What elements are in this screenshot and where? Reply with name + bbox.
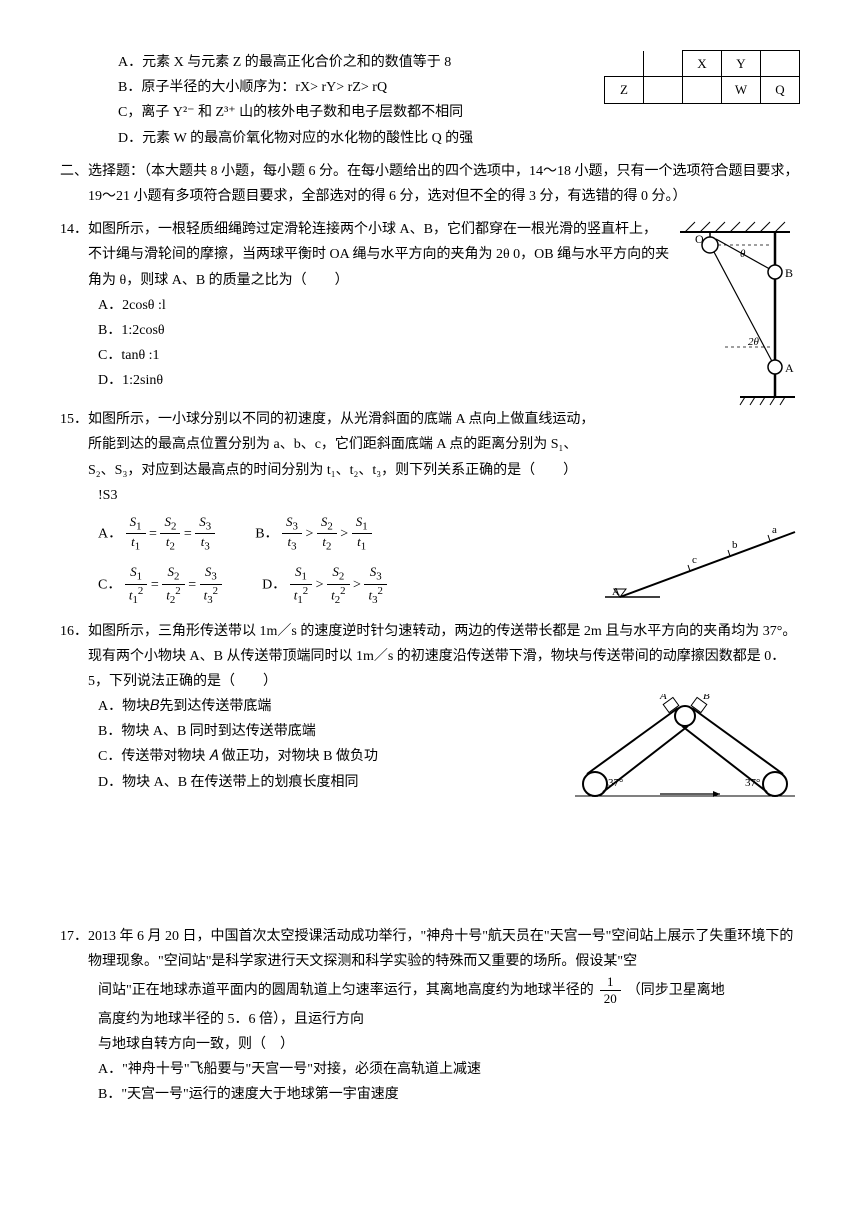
q13-optA: A．元素 X 与元素 Z 的最高正化合价之和的数值等于 8 [60,50,594,75]
cell-W: W [722,77,761,103]
cell-Z: Z [605,77,644,103]
q16-num: 16． [60,619,88,695]
label-a: a [772,524,777,536]
q16-block: 16． 如图所示，三角形传送带以 1m／s 的速度逆时针匀速转动，两边的传送带长… [60,619,800,805]
q16-figure: A B 37° 37° [570,694,800,804]
q13-optC: C，离子 Y²⁻ 和 Z³⁺ 山的核外电子数和电子层数都不相同 [60,100,594,125]
label-ang-L: 37° [608,777,623,789]
section-II-header: 二、选择题：（本大题共 8 小题，每小题 6 分。在每小题给出的四个选项中，14… [60,159,800,209]
label-A16: A [659,694,667,702]
q15-block: 15． 如图所示，一小球分别以不同的初速度，从光滑斜面的底端 A 点向上做直线运… [60,407,800,606]
q15-num: 15． [60,407,88,483]
label-B16: B [703,694,710,702]
q15-optB: B． S3t3 > S2t2 > S1t1 [255,514,371,554]
q17-stem-p2: 间站"正在地球赤道平面内的圆周轨道上匀速率运行，其离地高度约为地球半径的 1 2… [60,974,800,1006]
q15-optA: A． S1t1 = S2t2 = S3t3 [98,514,215,554]
label-A: A [785,361,794,375]
q15-optD: D． S1t12 > S2t22 > S3t32 [262,564,387,606]
frac-num: 1 [600,974,621,991]
q15-figure: A c b a [600,517,800,607]
q17-stem-p1: 2013 年 6 月 20 日，中国首次太空授课活动成功举行，"神舟十号"航天员… [88,924,800,974]
q13-periodic-table: X Y Z W Q [594,50,800,104]
q13-optB: B．原子半径的大小顺序为：rX> rY> rZ> rQ [60,75,594,100]
q13-optD: D．元素 W 的最高价氧化物对应的水化物的酸性比 Q 的强 [60,126,594,151]
q16-optC: C．传送带对物块 𝐴 做正功，对物块 B 做负功 [60,744,570,769]
label-2theta: 2θ [748,336,760,348]
label-ang-R: 37° [745,777,760,789]
label-c: c [692,554,697,566]
cell-X: X [683,51,722,77]
q17-num: 17． [60,924,88,974]
cell-Q: Q [761,77,800,103]
q15-stem: 如图所示，一小球分别以不同的初速度，从光滑斜面的底端 A 点向上做直线运动，所能… [88,407,600,483]
q17-optB: B．"天宫一号"运行的速度大于地球第一宇宙速度 [60,1082,800,1107]
label-b: b [732,539,738,551]
q16-optD: D．物块 A、B 在传送带上的划痕长度相同 [60,770,570,795]
q14-block: 14． 如图所示，一根轻质细绳跨过定滑轮连接两个小球 A、B，它们都穿在一根光滑… [60,217,800,407]
label-theta: θ [740,248,746,260]
q14-figure: O B A θ 2θ [670,217,800,407]
label-O: O [695,232,704,246]
q16-optB: B．物块 A、B 同时到达传送带底端 [60,719,570,744]
q14-num: 14． [60,217,88,293]
q16-optA: A．物块𝐵先到达传送带底端 [60,694,570,719]
cell-Y: Y [722,51,761,77]
q14-optB: B．1:2cosθ [98,318,355,343]
q14-optA: A．2cosθ :l [98,293,355,318]
q17-stem-p4: 与地球自转方向一致，则（ ） [60,1032,800,1057]
q17-optA: A．"神舟十号"飞船要与"天宫一号"对接，必须在高轨道上减速 [60,1057,800,1082]
q17-stem-p3: 高度约为地球半径的 5．6 倍），且运行方向 [60,1007,800,1032]
q14-stem: 如图所示，一根轻质细绳跨过定滑轮连接两个小球 A、B，它们都穿在一根光滑的竖直杆… [88,217,670,293]
q14-optD: D．1:2sinθ [98,368,355,393]
label-B: B [785,266,793,280]
q15-note: !S3 [60,483,600,508]
blank-space [60,804,800,924]
q17-block: 17． 2013 年 6 月 20 日，中国首次太空授课活动成功举行，"神舟十号… [60,924,800,1107]
q13-block: A．元素 X 与元素 Z 的最高正化合价之和的数值等于 8 B．原子半径的大小顺… [60,50,800,151]
q16-stem: 如图所示，三角形传送带以 1m／s 的速度逆时针匀速转动，两边的传送带长都是 2… [88,619,800,695]
frac-den: 20 [600,991,621,1007]
q14-optC: C．tanθ :1 [98,343,355,368]
q15-optC: C． S1t12 = S2t22 = S3t32 [98,564,222,606]
